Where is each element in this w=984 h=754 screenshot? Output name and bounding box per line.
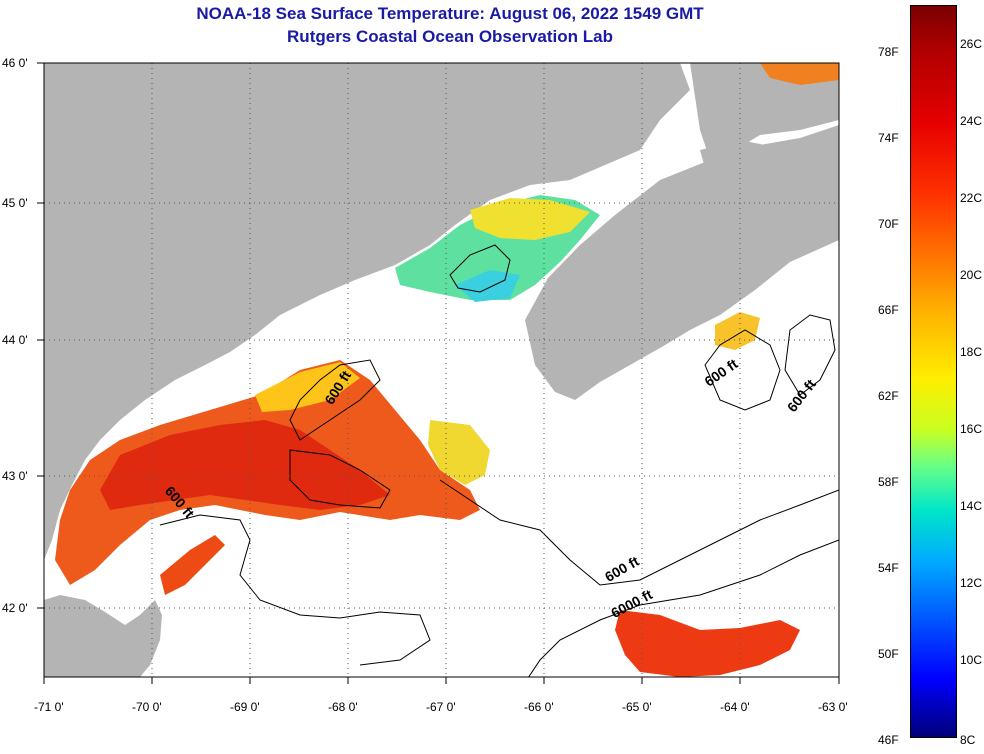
scale-label-f: 78F: [878, 45, 899, 59]
scale-label-c: 10C: [960, 653, 983, 667]
scale-label-c: 8C: [960, 733, 976, 747]
y-tick-label: 44 0': [2, 333, 28, 347]
x-tick-label: -65 0': [622, 700, 652, 714]
y-tick-label: 42 0': [2, 601, 28, 615]
scale-label-c: 26C: [960, 37, 983, 51]
contour-lines: [159, 244, 839, 677]
x-tick-label: -63 0': [818, 700, 848, 714]
scale-label-f: 46F: [878, 733, 899, 747]
sst-hot-core: [100, 420, 390, 510]
x-tick-label: -71 0': [34, 700, 64, 714]
sst-scotian-patch: [715, 312, 760, 350]
sst-top-right: [760, 63, 839, 85]
land-pei: [700, 140, 790, 170]
scale-label-f: 70F: [878, 217, 899, 231]
scale-label-f: 66F: [878, 303, 899, 317]
scale-label-f: 54F: [878, 561, 899, 575]
scale-label-c: 16C: [960, 422, 983, 436]
x-tick-label: -64 0': [720, 700, 750, 714]
scale-label-c: 18C: [960, 345, 983, 359]
map-frame: [43, 62, 840, 678]
scale-label-c: 12C: [960, 576, 983, 590]
x-tick-label: -70 0': [132, 700, 162, 714]
x-tick-label: -68 0': [328, 700, 358, 714]
y-tick-label: 43 0': [2, 469, 28, 483]
sst-south-patch: [160, 535, 225, 595]
sst-fundy-cyan: [455, 270, 520, 302]
map-title: NOAA-18 Sea Surface Temperature: August …: [196, 4, 704, 23]
y-tick-label: 45 0': [2, 196, 28, 210]
sst-yellow-band: [255, 362, 360, 412]
scale-label-f: 50F: [878, 647, 899, 661]
land-mainland: [44, 63, 690, 560]
scale-label-c: 22C: [960, 191, 983, 205]
scale-label-f: 62F: [878, 389, 899, 403]
y-tick-label: 46 0': [2, 56, 28, 70]
land-cape-cod: [44, 595, 162, 677]
sst-yellow-east: [428, 420, 490, 485]
axis-ticks: [37, 62, 840, 684]
sst-fundy-yellow: [470, 198, 590, 240]
scale-label-c: 24C: [960, 114, 983, 128]
scale-label-c: 20C: [960, 268, 983, 282]
scale-label-f: 58F: [878, 475, 899, 489]
sst-southeast: [615, 610, 800, 677]
x-tick-label: -69 0': [230, 700, 260, 714]
x-tick-label: -67 0': [426, 700, 456, 714]
color-scale-bar: [910, 5, 957, 738]
scale-label-c: 14C: [960, 499, 983, 513]
land-nova-scotia: [525, 125, 839, 400]
x-tick-label: -66 0': [524, 700, 554, 714]
scale-label-f: 74F: [878, 131, 899, 145]
land-cape-breton: [690, 63, 839, 160]
map-subtitle: Rutgers Coastal Ocean Observation Lab: [287, 27, 613, 46]
